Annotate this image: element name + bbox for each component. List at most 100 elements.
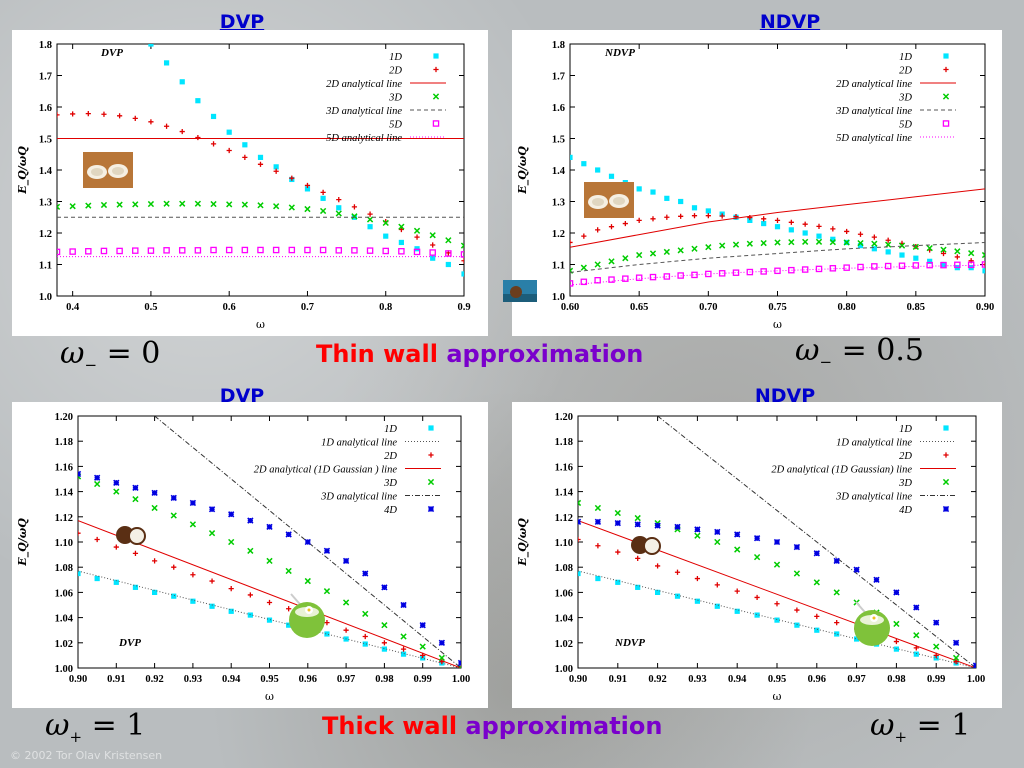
plot-area (57, 44, 464, 277)
plot-inside-label: DVP (100, 47, 123, 59)
data-point (893, 638, 899, 645)
data-point (677, 247, 684, 254)
data-point (926, 261, 933, 269)
data-point (351, 213, 358, 220)
legend-label: 1D (899, 52, 912, 63)
data-point (714, 528, 721, 536)
series-line (570, 264, 985, 286)
legend: 1D 1D analytical line 2D 2D analytical (1D … (771, 424, 956, 516)
legend: 1D 2D 2D analytical line 3D 3D analytical li… (835, 52, 956, 144)
legend-label: 1D analytical line (321, 438, 397, 449)
y-axis-label: E_Q/ωQ (16, 518, 30, 567)
data-point (719, 242, 726, 249)
data-point (362, 570, 369, 577)
data-point (885, 241, 892, 248)
legend-label: 3D analytical line (320, 492, 397, 503)
data-point (189, 499, 197, 507)
legend-label: 1D (389, 52, 402, 63)
data-point (615, 579, 621, 585)
data-point (926, 244, 933, 252)
series-1d (78, 570, 461, 668)
data-point (634, 514, 641, 522)
data-point (228, 538, 235, 546)
series-2d (57, 111, 464, 264)
data-point (304, 186, 311, 192)
data-point (857, 239, 864, 247)
data-point (636, 186, 642, 192)
data-point (116, 201, 123, 208)
series-2d-analytical-1d-gaussian-line (78, 520, 461, 668)
data-point (342, 557, 350, 565)
data-point (578, 499, 582, 507)
series-5d (57, 246, 464, 258)
data-point (732, 241, 740, 248)
x-tick-label: 0.75 (768, 302, 786, 313)
data-point (884, 262, 892, 270)
data-point (773, 561, 781, 568)
x-tick-label: 0.94 (222, 674, 241, 685)
data-point (285, 567, 292, 575)
legend-swatch (942, 120, 950, 127)
data-point (116, 247, 123, 255)
formula-rhs: = 1 (91, 708, 146, 743)
x-tick-label: 0.99 (414, 674, 432, 685)
data-point (654, 522, 661, 529)
data-point (335, 210, 342, 217)
legend-swatch (433, 53, 439, 59)
title-bottom-left: DVP (219, 385, 265, 407)
caption-thick-wall: Thick wall approximation (322, 712, 662, 740)
data-point (151, 504, 158, 512)
y-tick-label: 1.16 (555, 462, 573, 473)
y-tick-label: 1.8 (552, 40, 565, 51)
data-point (913, 651, 919, 657)
y-tick-label: 1.3 (39, 198, 52, 209)
data-point (940, 261, 947, 268)
legend-swatch (942, 478, 950, 486)
data-point (933, 619, 940, 626)
data-point (982, 261, 985, 268)
x-tick-label: 0.90 (569, 674, 587, 685)
data-point (871, 234, 877, 240)
data-point (967, 261, 975, 269)
data-point (578, 570, 581, 577)
data-point (438, 639, 446, 646)
data-point (460, 251, 464, 258)
plot-area (578, 416, 976, 668)
data-point (788, 239, 795, 246)
data-point (319, 246, 327, 254)
data-point (788, 227, 794, 233)
legend-label: 1D (899, 424, 912, 435)
series-3d-analytical-line (570, 242, 985, 273)
plot-thin-dvp: 0.4 0.5 0.6 0.7 0.8 0.9 1.0 1.1 1.2 1.3 1.4 1.5 1.6 1… (16, 40, 471, 331)
data-point (871, 240, 878, 247)
data-point (663, 248, 670, 256)
data-point (147, 200, 155, 208)
formula-symbol: ω (45, 708, 70, 743)
x-tick-label: 0.98 (375, 674, 393, 685)
data-point (78, 530, 81, 536)
data-point (774, 224, 781, 230)
data-point (635, 584, 641, 590)
formula-omega-plus-1-left: ω+ = 1 (45, 708, 145, 746)
data-point (691, 271, 698, 279)
legend-label: 2D analytical (1D Gaussian) line (771, 465, 912, 476)
y-tick-label: 1.0 (552, 292, 565, 303)
legend-label: 2D (899, 451, 912, 462)
data-point (266, 557, 273, 565)
legend-label: 3D (898, 93, 912, 104)
data-point (398, 223, 405, 230)
legend-label: 3D analytical line (835, 492, 912, 503)
legend-label: 2D (389, 66, 402, 77)
data-point (774, 617, 780, 623)
data-point (636, 217, 642, 223)
data-point (461, 258, 464, 264)
data-point (460, 242, 464, 249)
y-tick-label: 1.14 (555, 488, 574, 499)
y-tick-label: 1.02 (55, 639, 73, 650)
data-point (774, 217, 781, 223)
data-point (615, 549, 621, 555)
x-tick-label: 0.91 (609, 674, 627, 685)
caption-thin-word1: Thin wall (316, 340, 438, 368)
data-point (113, 479, 120, 486)
data-point (286, 606, 292, 612)
